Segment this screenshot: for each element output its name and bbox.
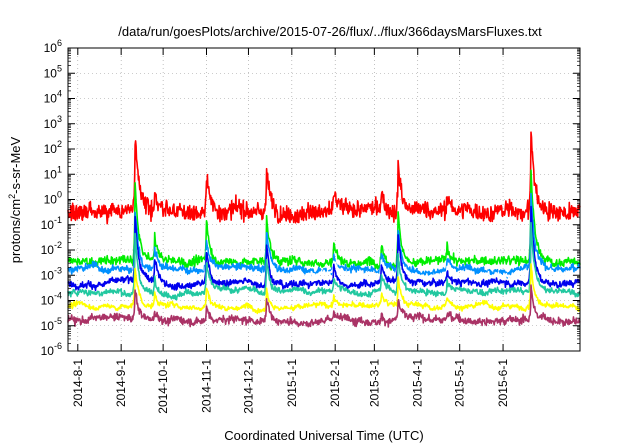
flux-series-line: [67, 131, 581, 225]
y-tick-label: 101: [44, 164, 62, 181]
x-tick-label: 2015-6-1: [496, 359, 510, 407]
x-tick-label: 2015-3-1: [367, 359, 381, 407]
x-tick-labels: 2014-8-1 2014-9-1 2014-10-1 2014-11-1 2014-1…: [71, 359, 510, 414]
flux-series-line: [67, 224, 581, 283]
x-tick-label: 2014-8-1: [71, 359, 85, 407]
y-tick-label: 10-6: [41, 341, 62, 358]
flux-series-line: [67, 205, 581, 292]
x-axis-label: Coordinated Universal Time (UTC): [224, 428, 423, 443]
y-axis-label: protons/cm2-s-sr-MeV: [7, 136, 23, 263]
x-tick-label: 2014-12-1: [241, 359, 255, 414]
axis-ticks: [68, 47, 580, 352]
flux-series-line: [67, 192, 581, 279]
chart-title: /data/run/goesPlots/archive/2015-07-26/f…: [118, 24, 542, 39]
y-tick-labels: 10-6 10-5 10-4 10-3 10-2 10-1 100 101 102 103 104 1…: [41, 38, 62, 358]
flux-series-line: [67, 169, 581, 271]
grid-lines: [68, 48, 580, 351]
y-tick-label: 105: [44, 63, 62, 80]
x-tick-label: 2015-2-1: [328, 359, 342, 407]
flux-series-line: [67, 263, 581, 315]
y-tick-label: 102: [44, 139, 62, 156]
y-tick-label: 10-1: [41, 215, 62, 232]
flux-series-line: [67, 221, 581, 301]
y-tick-label: 106: [44, 38, 62, 55]
x-tick-label: 2014-11-1: [199, 359, 213, 413]
y-tick-label: 100: [44, 190, 62, 207]
y-tick-label: 10-3: [41, 265, 62, 282]
y-tick-label: 10-2: [41, 240, 62, 257]
series-layer: [67, 131, 581, 328]
x-tick-label: 2015-4-1: [411, 359, 425, 407]
flux-series-line: [67, 284, 581, 328]
y-tick-label: 103: [44, 114, 62, 131]
y-tick-label: 104: [44, 89, 62, 106]
x-tick-label: 2015-1-1: [285, 359, 299, 407]
x-tick-label: 2015-5-1: [453, 359, 467, 407]
y-tick-label: 10-5: [41, 316, 62, 333]
y-tick-label: 10-4: [41, 291, 62, 308]
x-tick-label: 2014-10-1: [156, 359, 170, 414]
x-tick-label: 2014-9-1: [114, 359, 128, 407]
